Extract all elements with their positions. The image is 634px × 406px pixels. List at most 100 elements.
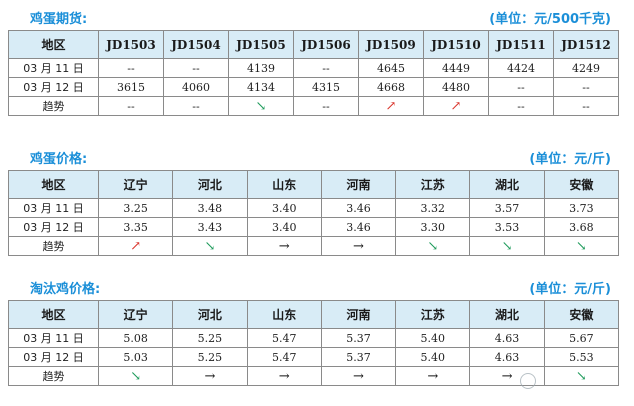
column-header: 辽宁	[97, 170, 174, 199]
column-header: 河南	[320, 170, 397, 199]
culled-hen-header: 淘汰鸡价格: (单位：元/斤)	[8, 270, 619, 300]
table-cell: 3.40	[246, 198, 322, 218]
table-cell: 3.53	[469, 217, 545, 237]
futures-table: 地区 JD1503 JD1504 JD1505 JD1506 JD1509 JD…	[8, 30, 619, 116]
trend-cell: →	[172, 366, 248, 386]
trend-cell: ↘	[395, 236, 471, 256]
row-date: 03 月 12 日	[8, 217, 99, 237]
region-header: 地区	[8, 30, 99, 59]
egg-price-header-row: 地区 辽宁 河北 山东 河南 江苏 湖北 安徽	[8, 170, 620, 199]
table-row: 03 月 11 日 -- -- 4139 -- 4645 4449 4424 4…	[8, 58, 619, 78]
column-header: 辽宁	[97, 300, 174, 329]
egg-price-title: 鸡蛋价格:	[30, 152, 88, 167]
column-header: JD1509	[358, 30, 424, 59]
trend-up-arrow-icon: ↗	[385, 98, 397, 114]
wechat-logo-icon	[520, 373, 536, 389]
table-cell: 5.67	[543, 328, 620, 348]
table-cell: 5.53	[543, 347, 620, 367]
row-date: 03 月 12 日	[8, 77, 99, 97]
row-date: 03 月 11 日	[8, 58, 99, 78]
table-cell: 3.30	[395, 217, 471, 237]
egg-price-section: 鸡蛋价格: (单位：元/斤) 地区 辽宁 河北 山东 河南 江苏 湖北 安徽 0…	[8, 140, 620, 256]
trend-down-arrow-icon: ↘	[204, 238, 216, 254]
egg-price-unit: (单位：元/斤)	[529, 152, 611, 167]
region-header: 地区	[8, 300, 99, 329]
column-header: 江苏	[395, 170, 471, 199]
table-cell: 3.46	[320, 198, 397, 218]
table-cell: 4.63	[469, 328, 545, 348]
trend-down-arrow-icon: ↘	[501, 238, 513, 254]
table-cell: --	[293, 58, 359, 78]
column-header: JD1511	[488, 30, 554, 59]
table-cell: 3.40	[246, 217, 322, 237]
table-cell: 5.40	[395, 347, 471, 367]
trend-label: 趋势	[8, 366, 99, 386]
trend-cell: --	[163, 96, 229, 116]
column-header: 湖北	[469, 170, 545, 199]
table-cell: 4668	[358, 77, 424, 97]
table-cell: 4139	[228, 58, 294, 78]
table-cell: 3.48	[172, 198, 248, 218]
column-header: JD1510	[423, 30, 489, 59]
row-date: 03 月 12 日	[8, 347, 99, 367]
trend-cell: →	[246, 366, 322, 386]
table-cell: 5.40	[395, 328, 471, 348]
trend-cell: ↘	[469, 236, 545, 256]
trend-cell: --	[488, 96, 554, 116]
table-cell: --	[98, 58, 164, 78]
table-cell: 5.25	[172, 328, 248, 348]
table-cell: 4134	[228, 77, 294, 97]
table-cell: 3.32	[395, 198, 471, 218]
row-date: 03 月 11 日	[8, 198, 99, 218]
column-header: JD1504	[163, 30, 229, 59]
column-header: 山东	[246, 170, 322, 199]
trend-cell: ↘	[228, 96, 294, 116]
trend-cell: →	[320, 236, 397, 256]
watermark	[520, 373, 620, 397]
table-cell: 4060	[163, 77, 229, 97]
trend-cell: ↗	[97, 236, 174, 256]
culled-hen-unit: (单位：元/斤)	[529, 282, 611, 297]
table-cell: 5.37	[320, 328, 397, 348]
column-header: 河南	[320, 300, 397, 329]
culled-hen-header-row: 地区 辽宁 河北 山东 河南 江苏 湖北 安徽	[8, 300, 620, 329]
column-header: 安徽	[543, 300, 620, 329]
trend-flat-arrow-icon: →	[278, 238, 290, 254]
table-cell: 4.63	[469, 347, 545, 367]
trend-flat-arrow-icon: →	[353, 368, 364, 384]
column-header: JD1506	[293, 30, 359, 59]
column-header: JD1512	[553, 30, 619, 59]
trend-cell: ↗	[423, 96, 489, 116]
table-cell: 5.37	[320, 347, 397, 367]
culled-hen-section: 淘汰鸡价格: (单位：元/斤) 地区 辽宁 河北 山东 河南 江苏 湖北 安徽 …	[8, 270, 620, 386]
column-header: 山东	[246, 300, 322, 329]
column-header: 安徽	[543, 170, 620, 199]
table-row: 03 月 12 日 3.35 3.43 3.40 3.46 3.30 3.53 …	[8, 217, 620, 237]
table-cell: 3.46	[320, 217, 397, 237]
table-cell: 4480	[423, 77, 489, 97]
table-cell: 3.73	[543, 198, 620, 218]
futures-header: 鸡蛋期货: (单位：元/500千克)	[8, 0, 619, 30]
table-cell: 3.43	[172, 217, 248, 237]
trend-flat-arrow-icon: →	[204, 368, 216, 384]
futures-section: 鸡蛋期货: (单位：元/500千克) 地区 JD1503 JD1504 JD15…	[8, 0, 619, 116]
region-header: 地区	[8, 170, 99, 199]
table-cell: 4449	[423, 58, 489, 78]
trend-row: 趋势 -- -- ↘ -- ↗ ↗ -- --	[8, 96, 619, 116]
trend-label: 趋势	[8, 96, 99, 116]
table-cell: 4315	[293, 77, 359, 97]
trend-row: 趋势 ↗ ↘ → → ↘ ↘ ↘	[8, 236, 620, 256]
trend-label: 趋势	[8, 236, 99, 256]
trend-up-arrow-icon: ↗	[130, 238, 142, 254]
table-row: 03 月 12 日 5.03 5.25 5.47 5.37 5.40 4.63 …	[8, 347, 620, 367]
table-cell: 3.35	[97, 217, 174, 237]
table-cell: --	[163, 58, 229, 78]
trend-down-arrow-icon: ↘	[255, 98, 267, 114]
table-cell: 5.47	[246, 328, 322, 348]
table-row: 03 月 11 日 3.25 3.48 3.40 3.46 3.32 3.57 …	[8, 198, 620, 218]
trend-down-arrow-icon: ↘	[427, 238, 439, 254]
trend-cell: ↘	[543, 236, 620, 256]
trend-cell: ↘	[172, 236, 248, 256]
table-cell: 3.57	[469, 198, 545, 218]
trend-cell: --	[293, 96, 359, 116]
